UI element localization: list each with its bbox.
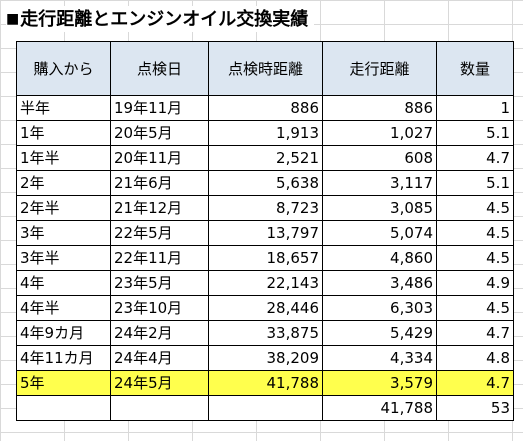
table-row: 1年 20年5月 1,913 1,027 5.1 [16,120,514,146]
cell-odometer[interactable]: 13,797 [208,220,323,246]
cell-distance[interactable]: 1,027 [322,120,437,146]
cell-odometer[interactable]: 8,723 [208,195,323,221]
cell-quantity[interactable]: 4.5 [436,220,514,246]
cell-since-purchase[interactable]: 5年 [16,370,111,396]
cell-quantity[interactable]: 4.9 [436,270,514,296]
cell-quantity[interactable]: 5.1 [436,170,514,196]
table-body: 半年 19年11月 886 886 1 1年 20年5月 1,913 1,027 5.1 1年半 20… [16,95,514,421]
cell-quantity[interactable]: 4.5 [436,295,514,321]
cell-since-purchase[interactable]: 4年半 [16,295,111,321]
cell-inspection-date[interactable]: 23年10月 [110,295,209,321]
header-cell-inspection-date[interactable]: 点検日 [110,41,209,96]
cell-odometer[interactable]: 18,657 [208,245,323,271]
table-row: 2年 21年6月 5,638 3,117 5.1 [16,170,514,196]
table-row: 4年 23年5月 22,143 3,486 4.9 [16,270,514,296]
cell-inspection-date[interactable]: 22年11月 [110,245,209,271]
cell-distance[interactable]: 5,429 [322,320,437,346]
totals-row: 41,788 53 [16,395,514,421]
cell-distance[interactable]: 4,334 [322,345,437,371]
cell-odometer[interactable]: 886 [208,95,323,121]
cell-distance[interactable]: 886 [322,95,437,121]
header-cell-distance[interactable]: 走行距離 [322,41,437,96]
table-row: 4年11カ月 24年4月 38,209 4,334 4.8 [16,345,514,371]
total-cell-distance[interactable]: 41,788 [322,395,437,421]
total-cell-quantity[interactable]: 53 [436,395,514,421]
cell-quantity[interactable]: 4.8 [436,345,514,371]
cell-distance[interactable]: 6,303 [322,295,437,321]
cell-since-purchase[interactable]: 4年 [16,270,111,296]
cell-since-purchase[interactable]: 1年 [16,120,111,146]
cell-distance[interactable]: 3,117 [322,170,437,196]
cell-distance[interactable]: 608 [322,145,437,171]
total-cell-since-purchase[interactable] [16,395,111,421]
cell-odometer[interactable]: 33,875 [208,320,323,346]
cell-inspection-date[interactable]: 19年11月 [110,95,209,121]
cell-quantity[interactable]: 4.7 [436,370,514,396]
table-row: 3年半 22年11月 18,657 4,860 4.5 [16,245,514,271]
cell-quantity[interactable]: 5.1 [436,120,514,146]
cell-inspection-date[interactable]: 20年11月 [110,145,209,171]
table-row: 1年半 20年11月 2,521 608 4.7 [16,145,514,171]
cell-inspection-date[interactable]: 24年2月 [110,320,209,346]
cell-since-purchase[interactable]: 3年 [16,220,111,246]
cell-odometer[interactable]: 22,143 [208,270,323,296]
cell-since-purchase[interactable]: 1年半 [16,145,111,171]
cell-odometer[interactable]: 2,521 [208,145,323,171]
header-row: 購入から 点検日 点検時距離 走行距離 数量 [16,41,514,96]
title-marker: ■ [6,11,20,27]
cell-distance[interactable]: 3,085 [322,195,437,221]
cell-odometer[interactable]: 38,209 [208,345,323,371]
cell-inspection-date[interactable]: 21年12月 [110,195,209,221]
table-row: 4年半 23年10月 28,446 6,303 4.5 [16,295,514,321]
header-cell-since-purchase[interactable]: 購入から [16,41,111,96]
cell-since-purchase[interactable]: 2年半 [16,195,111,221]
cell-inspection-date[interactable]: 24年4月 [110,345,209,371]
cell-since-purchase[interactable]: 4年11カ月 [16,345,111,371]
cell-since-purchase[interactable]: 2年 [16,170,111,196]
cell-since-purchase[interactable]: 4年9カ月 [16,320,111,346]
cell-inspection-date[interactable]: 24年5月 [110,370,209,396]
header-cell-quantity[interactable]: 数量 [436,41,514,96]
cell-odometer[interactable]: 41,788 [208,370,323,396]
cell-quantity[interactable]: 4.7 [436,320,514,346]
cell-quantity[interactable]: 4.5 [436,245,514,271]
cell-distance[interactable]: 5,074 [322,220,437,246]
table-row: 4年9カ月 24年2月 33,875 5,429 4.7 [16,320,514,346]
cell-inspection-date[interactable]: 21年6月 [110,170,209,196]
total-cell-odometer[interactable] [208,395,323,421]
sheet-title: ■走行距離とエンジンオイル交換実績 [6,6,315,32]
table-row: 3年 22年5月 13,797 5,074 4.5 [16,220,514,246]
total-cell-inspection-date[interactable] [110,395,209,421]
title-text: 走行距離とエンジンオイル交換実績 [20,9,309,30]
cell-distance[interactable]: 3,579 [322,370,437,396]
cell-since-purchase[interactable]: 半年 [16,95,111,121]
cell-distance[interactable]: 4,860 [322,245,437,271]
oil-change-table: 購入から 点検日 点検時距離 走行距離 数量 半年 19年11月 886 886 1 1年… [16,41,514,421]
cell-distance[interactable]: 3,486 [322,270,437,296]
header-cell-odometer[interactable]: 点検時距離 [208,41,323,96]
cell-quantity[interactable]: 4.5 [436,195,514,221]
cell-odometer[interactable]: 28,446 [208,295,323,321]
cell-since-purchase[interactable]: 3年半 [16,245,111,271]
cell-quantity[interactable]: 1 [436,95,514,121]
cell-inspection-date[interactable]: 23年5月 [110,270,209,296]
cell-inspection-date[interactable]: 20年5月 [110,120,209,146]
table-row: 半年 19年11月 886 886 1 [16,95,514,121]
cell-inspection-date[interactable]: 22年5月 [110,220,209,246]
cell-quantity[interactable]: 4.7 [436,145,514,171]
table-row: 2年半 21年12月 8,723 3,085 4.5 [16,195,514,221]
table-row: 5年 24年5月 41,788 3,579 4.7 [16,370,514,396]
cell-odometer[interactable]: 1,913 [208,120,323,146]
cell-odometer[interactable]: 5,638 [208,170,323,196]
